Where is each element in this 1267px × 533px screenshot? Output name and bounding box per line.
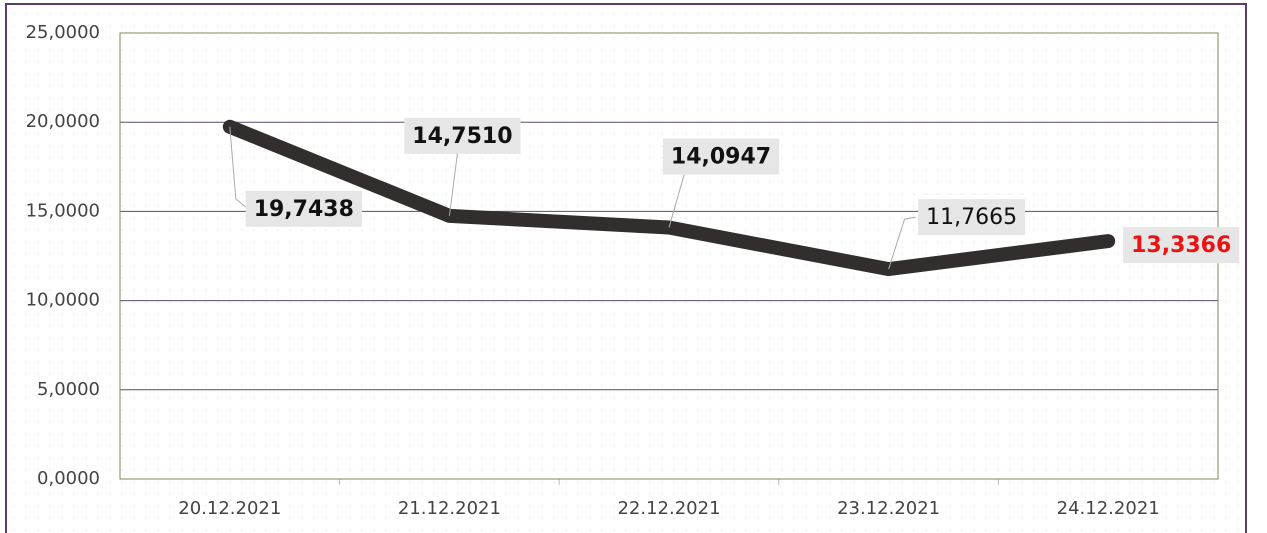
y-tick-label: 20,0000 bbox=[26, 111, 100, 132]
value-label-box bbox=[1123, 227, 1240, 264]
x-tick-label: 20.12.2021 bbox=[178, 498, 281, 519]
x-tick-label: 24.12.2021 bbox=[1057, 498, 1160, 519]
x-tick-label: 21.12.2021 bbox=[398, 498, 501, 519]
value-label-box bbox=[662, 138, 780, 175]
data-line bbox=[222, 119, 1116, 277]
y-tick-label: 25,0000 bbox=[26, 22, 100, 43]
chart-frame bbox=[5, 3, 1247, 533]
value-label: 19,7438 bbox=[254, 197, 354, 222]
value-label-box bbox=[918, 199, 1026, 236]
value-label: 14,7510 bbox=[412, 124, 512, 149]
x-tick-label: 22.12.2021 bbox=[617, 498, 720, 519]
value-label: 13,3366 bbox=[1131, 233, 1231, 258]
value-label: 11,7665 bbox=[926, 205, 1017, 230]
value-label-box bbox=[404, 117, 521, 154]
y-tick-label: 5,0000 bbox=[37, 379, 100, 400]
y-tick-label: 15,0000 bbox=[26, 200, 100, 221]
value-label: 14,0947 bbox=[671, 145, 771, 170]
y-tick-label: 10,0000 bbox=[26, 290, 100, 311]
leader-line bbox=[229, 126, 249, 210]
y-tick-label: 0,0000 bbox=[37, 468, 100, 489]
leader-line bbox=[888, 216, 916, 270]
marks: 19,7438 14,7510 14,0947 11,7665 13,3366 bbox=[222, 117, 1240, 277]
value-label-box bbox=[245, 190, 362, 227]
x-tick-label: 23.12.2021 bbox=[837, 498, 940, 519]
